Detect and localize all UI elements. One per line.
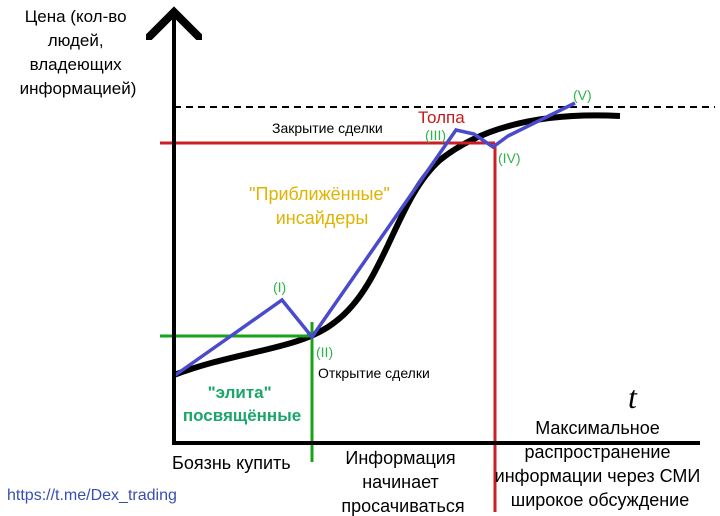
open-trade-label: Открытие сделки: [318, 365, 430, 381]
watermark-link[interactable]: https://t.me/Dex_trading: [7, 487, 177, 504]
crowd-label: Толпа: [418, 108, 465, 127]
close-trade-label: Закрытие сделки: [272, 120, 383, 136]
y-axis-label: Цена (кол-во людей, владеющих информацие…: [20, 7, 137, 98]
phase-label-iii: (III): [425, 127, 446, 143]
elite-label: "элита" посвящённые: [183, 383, 301, 425]
phase-label-v: (V): [573, 87, 592, 103]
phase-label-i: (I): [273, 279, 286, 295]
info-leak-label: Информация начинает просачиваться: [341, 448, 464, 516]
fear-to-buy-label: Боязнь купить: [172, 453, 291, 473]
x-axis-label: t: [628, 379, 638, 415]
insiders-label: "Приближённые" инсайдеры: [249, 184, 395, 228]
phase-label-ii: (II): [316, 344, 333, 360]
max-spread-label: Максимальное распространение информации …: [495, 418, 706, 510]
s-curve: [172, 112, 621, 378]
phase-label-iv: (IV): [498, 150, 521, 166]
price-path: [172, 101, 576, 378]
